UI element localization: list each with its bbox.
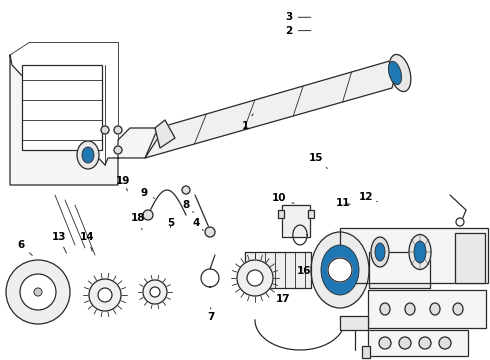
Ellipse shape [405,303,415,315]
Circle shape [205,227,215,237]
Ellipse shape [321,245,359,295]
Bar [455,233,485,283]
Circle shape [143,210,153,220]
Bar [278,210,284,218]
Ellipse shape [409,234,431,270]
Ellipse shape [77,141,99,169]
Text: 10: 10 [272,193,294,203]
Text: 4: 4 [192,218,203,230]
Polygon shape [10,55,158,185]
Ellipse shape [430,303,440,315]
Text: 18: 18 [131,213,146,230]
Ellipse shape [371,237,389,267]
Circle shape [439,337,451,349]
Text: 12: 12 [359,192,377,202]
Circle shape [143,280,167,304]
Text: 2: 2 [286,26,311,36]
Circle shape [419,337,431,349]
Bar [362,346,370,358]
Ellipse shape [389,54,411,91]
Circle shape [34,288,42,296]
Ellipse shape [380,303,390,315]
Bar [340,228,488,283]
Bar [308,210,314,218]
Ellipse shape [389,61,402,85]
Circle shape [114,126,122,134]
Ellipse shape [311,232,369,308]
Bar [282,205,310,237]
Polygon shape [245,252,311,288]
Circle shape [114,146,122,154]
Ellipse shape [82,147,94,163]
Circle shape [456,218,464,226]
Bar [368,330,468,356]
Circle shape [237,260,273,296]
Bar [455,233,485,283]
Text: 13: 13 [51,232,67,253]
Circle shape [150,287,160,297]
Bar [282,205,310,237]
Text: 3: 3 [286,12,311,22]
Bar [308,210,314,218]
Text: 19: 19 [116,176,131,191]
Text: 16: 16 [296,266,311,276]
Circle shape [379,337,391,349]
Text: 15: 15 [309,153,327,168]
Circle shape [89,279,121,311]
Circle shape [328,258,352,282]
Ellipse shape [414,241,426,263]
Circle shape [101,126,109,134]
Ellipse shape [375,243,385,261]
Text: 5: 5 [167,218,174,228]
Circle shape [6,260,70,324]
Circle shape [182,186,190,194]
Text: 8: 8 [183,200,194,212]
Bar [278,210,284,218]
Text: 11: 11 [336,198,350,208]
Bar [340,228,488,283]
Circle shape [247,270,263,286]
Bar [22,65,102,150]
Text: 17: 17 [276,294,291,304]
Ellipse shape [453,303,463,315]
Bar [368,290,486,328]
Bar [22,65,102,150]
Circle shape [399,337,411,349]
Bar [362,346,370,358]
Text: 6: 6 [18,240,32,256]
Polygon shape [155,120,175,148]
Text: 14: 14 [80,232,95,251]
Bar [368,330,468,356]
Bar [340,316,368,330]
Circle shape [20,274,56,310]
Text: 7: 7 [207,308,215,322]
Polygon shape [369,252,430,288]
Circle shape [98,288,112,302]
Bar [340,316,368,330]
Polygon shape [145,58,400,158]
Text: 9: 9 [141,188,154,198]
Text: 1: 1 [242,114,253,131]
Bar [368,290,486,328]
